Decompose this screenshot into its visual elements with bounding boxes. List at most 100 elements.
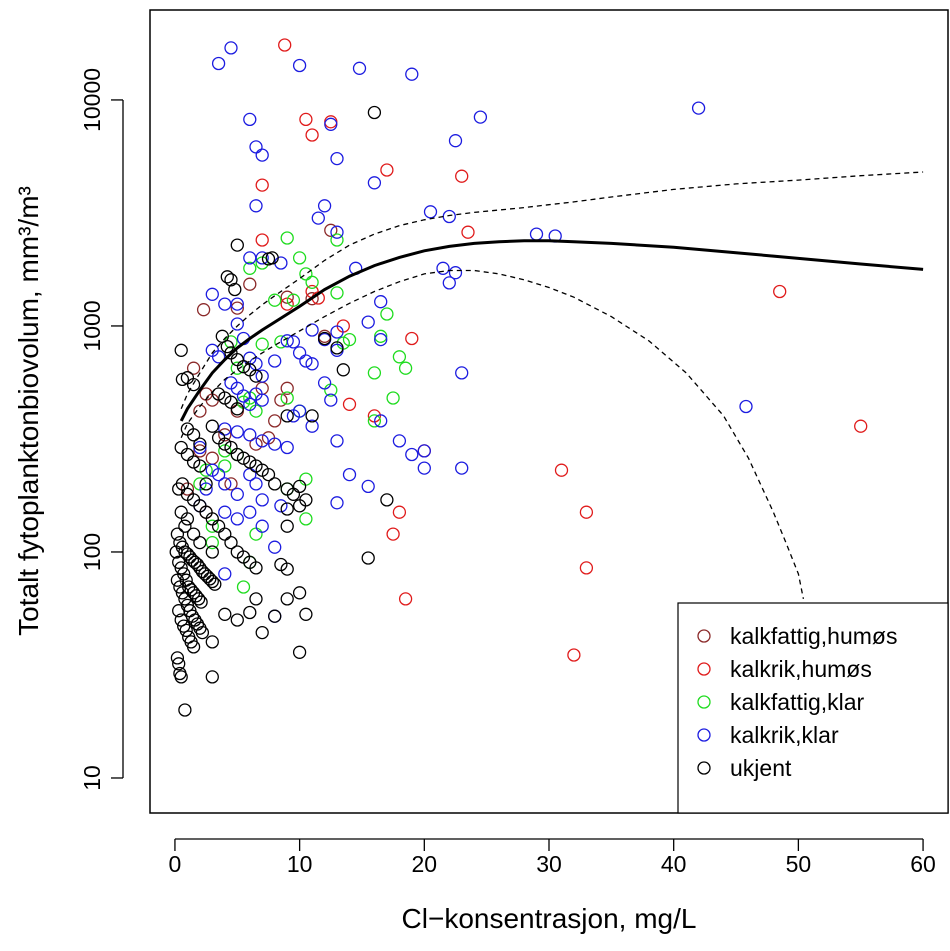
- data-point-3: [330, 325, 344, 339]
- data-point-2: [218, 444, 232, 458]
- data-point-3: [455, 461, 469, 475]
- data-point-4: [169, 545, 183, 559]
- data-point-4: [178, 592, 192, 606]
- data-point-0: [193, 444, 207, 458]
- data-point-1: [386, 527, 400, 541]
- data-point-4: [380, 493, 394, 507]
- data-point-4: [299, 607, 313, 621]
- data-point-3: [243, 112, 257, 127]
- data-point-0: [249, 437, 263, 451]
- data-point-0: [243, 277, 257, 291]
- data-point-3: [230, 317, 244, 331]
- data-point-4: [249, 592, 263, 606]
- data-point-3: [199, 482, 213, 496]
- data-point-3: [442, 209, 456, 224]
- data-point-3: [374, 295, 388, 309]
- data-point-3: [205, 343, 219, 357]
- data-point-4: [274, 557, 288, 572]
- data-point-0: [280, 381, 294, 395]
- data-point-3: [280, 334, 294, 348]
- data-point-3: [243, 397, 257, 411]
- data-point-3: [230, 487, 244, 501]
- data-point-4: [205, 545, 219, 559]
- data-point-3: [218, 297, 232, 311]
- data-point-2: [386, 391, 400, 405]
- x-tick-label: 50: [786, 851, 812, 877]
- data-point-4: [255, 625, 269, 640]
- data-point-3: [330, 434, 344, 448]
- data-point-4: [280, 592, 294, 606]
- data-point-3: [324, 393, 338, 407]
- data-point-1: [255, 178, 269, 192]
- data-point-4: [220, 270, 234, 284]
- data-point-2: [243, 261, 257, 275]
- data-point-3: [243, 428, 257, 442]
- y-axis: 10 100 1000 10000: [79, 68, 124, 791]
- data-point-0: [218, 428, 232, 442]
- x-tick-label: 0: [169, 851, 182, 877]
- data-point-3: [448, 266, 463, 280]
- data-point-3: [224, 41, 238, 55]
- data-point-2: [305, 275, 319, 289]
- data-point-3: [255, 434, 269, 448]
- data-point-4: [249, 561, 263, 575]
- plot-frame: [149, 9, 949, 814]
- data-point-3: [367, 176, 382, 190]
- data-point-1: [255, 233, 269, 247]
- data-point-4: [193, 437, 207, 451]
- data-point-3: [305, 357, 319, 371]
- data-point-0: [324, 223, 338, 237]
- data-point-3: [299, 354, 313, 368]
- data-point-3: [361, 315, 375, 329]
- data-point-2: [286, 293, 301, 307]
- data-point-0: [224, 477, 238, 491]
- data-point-4: [305, 409, 319, 423]
- data-point-1: [278, 38, 292, 52]
- data-point-3: [255, 493, 269, 507]
- data-point-3: [230, 512, 244, 526]
- data-point-4: [205, 574, 219, 589]
- data-point-2: [292, 251, 307, 265]
- data-point-4: [178, 545, 192, 559]
- data-point-2: [230, 361, 244, 375]
- data-point-4: [224, 273, 238, 287]
- data-point-4: [261, 467, 276, 482]
- data-point-4: [208, 577, 222, 591]
- data-point-3: [330, 151, 344, 166]
- data-point-3: [317, 199, 332, 213]
- curves-layer: [179, 171, 924, 600]
- data-point-4: [299, 493, 313, 507]
- data-point-3: [230, 297, 244, 311]
- data-point-3: [255, 148, 269, 162]
- data-point-4: [230, 613, 244, 627]
- data-point-3: [249, 477, 263, 491]
- data-point-3: [292, 346, 307, 360]
- data-point-1: [380, 163, 394, 177]
- data-point-1: [773, 284, 787, 299]
- data-point-2: [330, 233, 344, 247]
- data-point-4: [170, 651, 185, 665]
- data-point-2: [268, 293, 282, 307]
- data-point-2: [255, 337, 269, 351]
- data-point-3: [330, 225, 344, 239]
- data-point-4: [195, 564, 210, 579]
- data-point-3: [280, 440, 294, 455]
- data-point-4: [205, 419, 219, 433]
- data-point-4: [205, 512, 219, 526]
- data-point-3: [305, 323, 319, 337]
- data-point-2: [374, 329, 388, 343]
- data-point-1: [455, 169, 469, 183]
- y-tick-label: 100: [79, 533, 105, 571]
- data-point-3: [274, 256, 288, 270]
- data-point-1: [342, 397, 357, 411]
- data-point-4: [174, 505, 188, 519]
- data-point-4: [198, 567, 212, 581]
- ci-lower-line: [180, 269, 805, 600]
- data-point-3: [448, 134, 463, 148]
- data-point-4: [218, 437, 232, 451]
- data-point-3: [292, 58, 307, 73]
- data-point-3: [324, 117, 338, 131]
- data-point-3: [268, 540, 282, 554]
- data-point-4: [178, 519, 192, 533]
